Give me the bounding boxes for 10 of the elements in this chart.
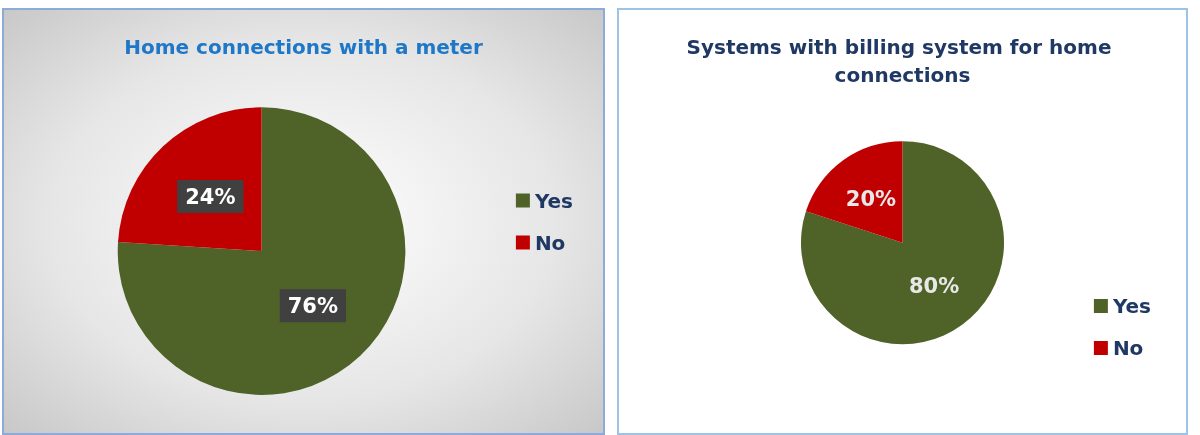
legend-label: No bbox=[1112, 336, 1144, 360]
chart-title: Home connections with a meter bbox=[124, 35, 483, 59]
data-label: 24% bbox=[185, 184, 236, 209]
legend-label: No bbox=[534, 230, 566, 255]
data-label: 80% bbox=[908, 274, 960, 299]
chart-title: Systems with billing system for home connections bbox=[686, 35, 1119, 87]
legend-label: Yes bbox=[533, 188, 574, 213]
data-label: 20% bbox=[845, 187, 897, 212]
legend-label: Yes bbox=[1111, 294, 1152, 318]
data-label: 76% bbox=[287, 293, 338, 318]
